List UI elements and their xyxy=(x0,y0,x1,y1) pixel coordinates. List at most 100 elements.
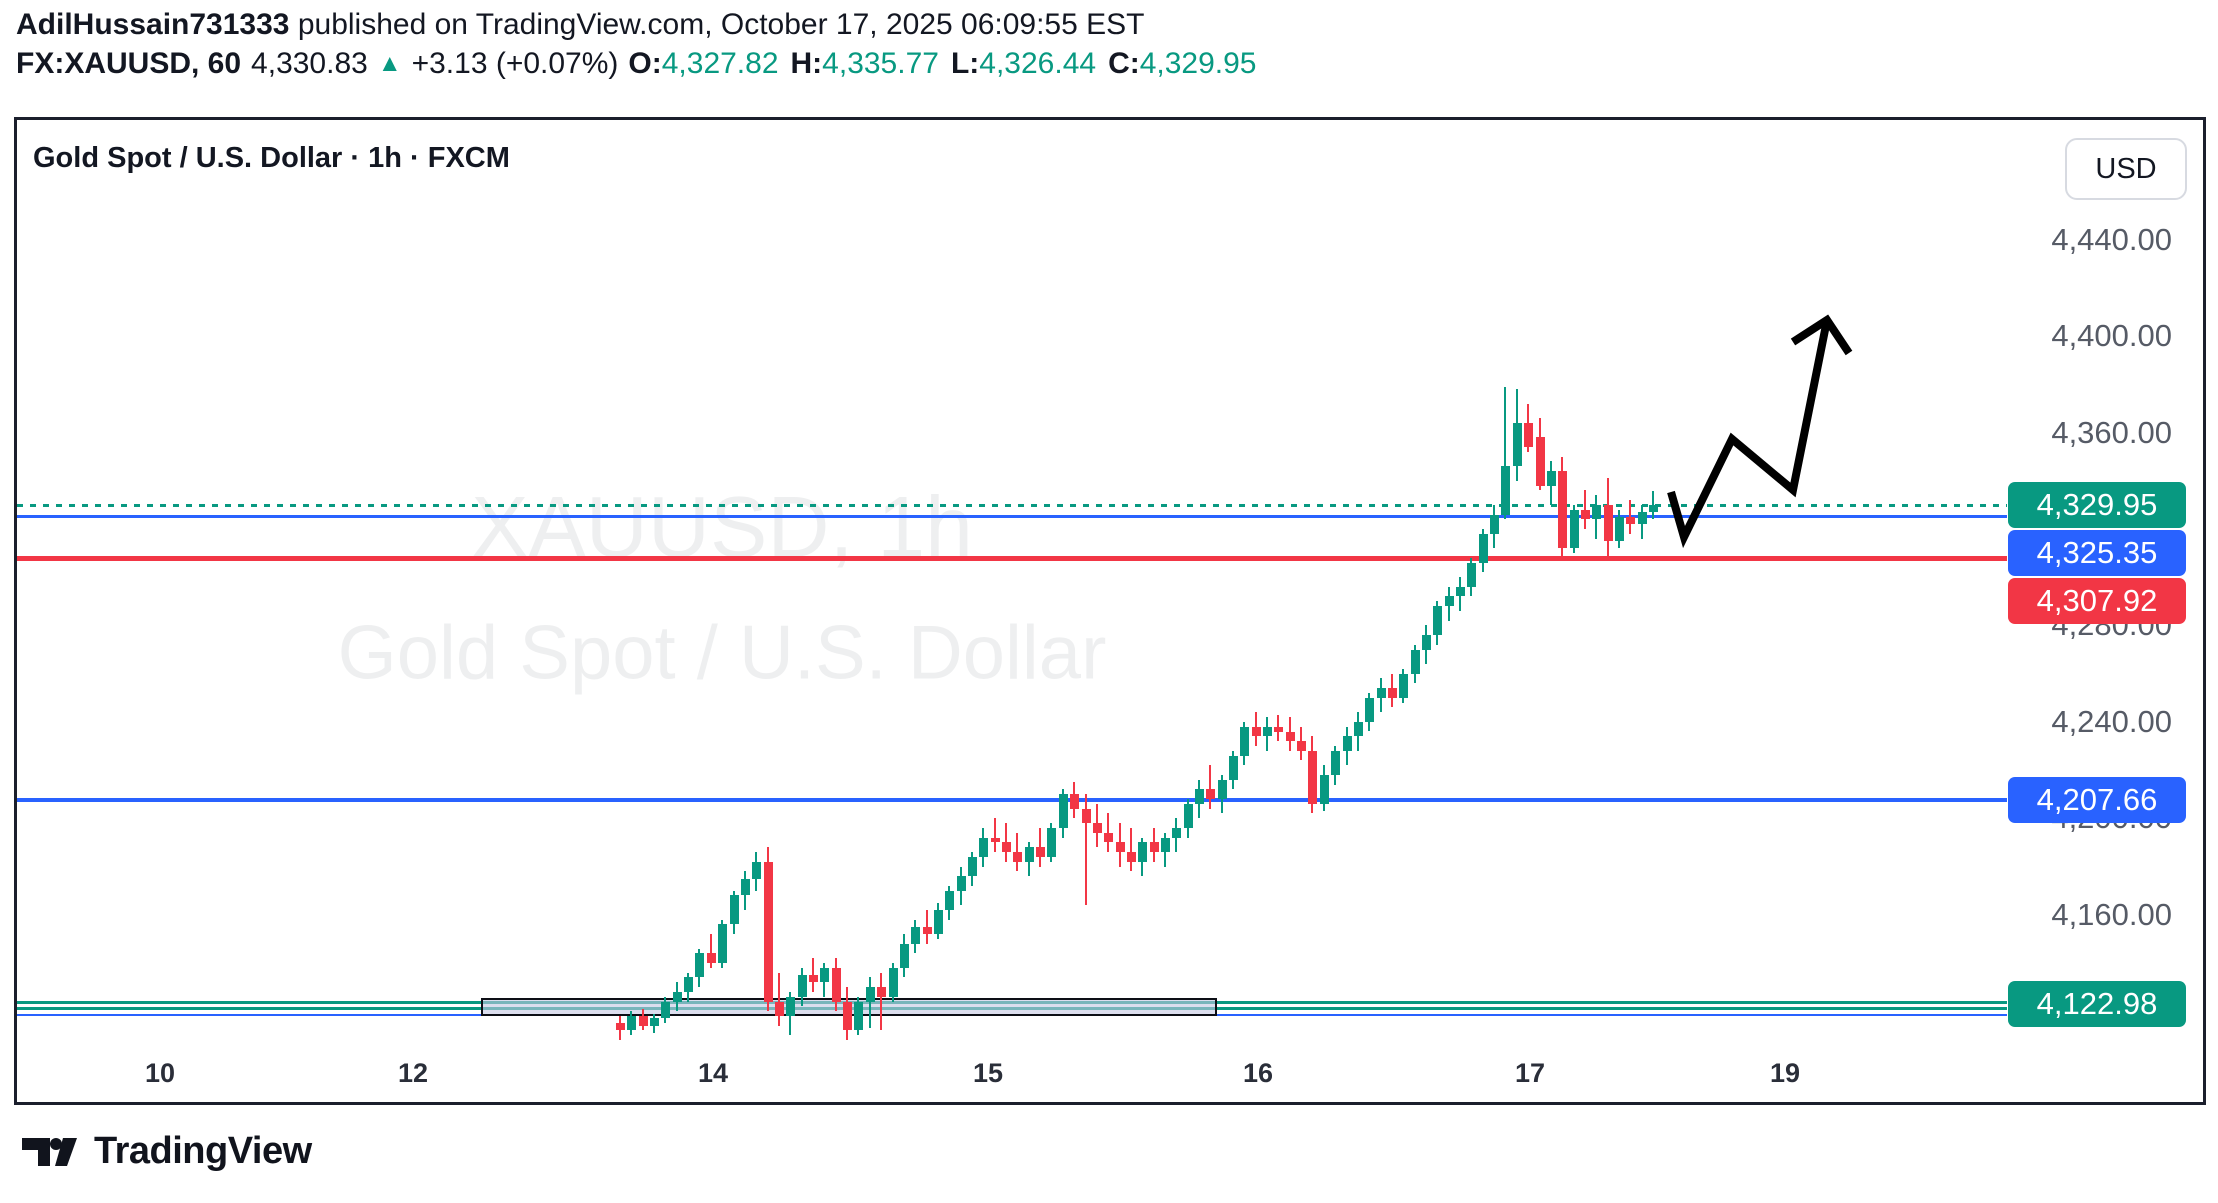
candle-body xyxy=(1228,755,1238,780)
x-axis-label[interactable]: 10 xyxy=(144,1058,176,1088)
publish-text: published on TradingView.com, October 17… xyxy=(289,8,1145,41)
candle-body xyxy=(808,975,818,983)
candle-wick xyxy=(869,977,871,1029)
candle-body xyxy=(615,1023,625,1031)
currency-button[interactable]: USD xyxy=(2065,138,2187,200)
candle-body xyxy=(1092,823,1102,833)
candle-body xyxy=(785,996,795,1016)
ohlc-value: 4,326.44 xyxy=(979,47,1097,80)
ticker-line: FX:XAUUSD, 60 4,330.83 ▲ +3.13 (+0.07%) … xyxy=(16,44,1257,86)
ohlc-label: O: xyxy=(628,47,662,80)
ohlc-value: 4,327.82 xyxy=(661,47,779,80)
candle-body xyxy=(831,967,841,1002)
candle-body xyxy=(1137,842,1147,862)
candle-wick xyxy=(1209,765,1211,809)
y-axis-label[interactable]: 4,400.00 xyxy=(2051,318,2172,354)
candle-wick xyxy=(710,934,712,968)
y-axis-label[interactable]: 4,440.00 xyxy=(2051,221,2172,257)
price-badge: 4,122.98 xyxy=(2008,981,2186,1027)
y-axis-label[interactable]: 4,160.00 xyxy=(2051,896,2172,932)
candle-body xyxy=(1217,779,1227,799)
blue-level-4207 xyxy=(17,797,2007,802)
price-badge: 4,207.66 xyxy=(2008,777,2186,823)
candle-body xyxy=(956,876,966,891)
candle-wick xyxy=(994,818,996,853)
x-axis-label[interactable]: 16 xyxy=(1242,1058,1274,1088)
candle-wick xyxy=(880,972,882,1031)
candle-body xyxy=(1307,750,1317,804)
candle-body xyxy=(967,856,977,877)
candle-body xyxy=(1194,789,1204,804)
x-axis-label[interactable]: 12 xyxy=(397,1058,429,1088)
candle-body xyxy=(672,991,682,1002)
candle-body xyxy=(1569,509,1579,549)
candle-body xyxy=(1512,422,1522,467)
candle-body xyxy=(922,926,932,935)
ohlc-item: H:4,335.77 xyxy=(791,44,939,84)
candle-body xyxy=(1603,504,1613,542)
ohlc-value: 4,335.77 xyxy=(822,47,939,80)
candle-body xyxy=(1115,842,1125,853)
candle-body xyxy=(1285,731,1295,742)
ohlc-label: C: xyxy=(1108,47,1140,80)
candle-body xyxy=(1387,688,1397,698)
candle-body xyxy=(978,837,988,857)
y-axis-label[interactable]: 4,240.00 xyxy=(2051,703,2172,739)
blue-level-4325 xyxy=(17,514,2007,518)
candle-body xyxy=(638,1016,648,1026)
chart-legend-title[interactable]: Gold Spot / U.S. Dollar · 1h · FXCM xyxy=(33,142,510,174)
candle-body xyxy=(1353,721,1363,737)
candle-body xyxy=(1330,750,1340,775)
ohlc-item: C:4,329.95 xyxy=(1108,44,1256,84)
candle-body xyxy=(1591,504,1601,520)
symbol-interval: FX:XAUUSD, 60 xyxy=(16,47,242,80)
candle-body xyxy=(1001,842,1011,853)
candle-body xyxy=(1205,789,1215,800)
chart-canvas[interactable]: XAUUSD, 1h Gold Spot / U.S. Dollar Gold … xyxy=(17,120,2203,1102)
candle-body xyxy=(763,861,773,1002)
candle-body xyxy=(1046,827,1056,857)
candle-body xyxy=(751,861,761,879)
price-badge: 4,325.35 xyxy=(2008,530,2186,576)
y-axis-label[interactable]: 4,360.00 xyxy=(2051,414,2172,450)
x-axis-label[interactable]: 14 xyxy=(697,1058,729,1088)
x-axis-label[interactable]: 17 xyxy=(1514,1058,1546,1088)
candle-body xyxy=(1637,512,1647,525)
candle-body xyxy=(1500,466,1510,515)
watermark-name: Gold Spot / U.S. Dollar xyxy=(337,610,1107,696)
candle-body xyxy=(1580,509,1590,520)
ohlc-label: H: xyxy=(790,47,823,80)
last-price: 4,330.83 xyxy=(251,47,368,80)
candle-body xyxy=(1625,516,1635,525)
candle-body xyxy=(1251,726,1261,737)
candle-body xyxy=(1319,774,1329,804)
candle-body xyxy=(1081,808,1091,824)
candle-body xyxy=(1149,842,1159,853)
candle-body xyxy=(729,895,739,925)
x-axis-label[interactable]: 15 xyxy=(972,1058,1004,1088)
ohlc-label: L: xyxy=(950,47,980,80)
candle-body xyxy=(706,953,716,963)
watermark-symbol: XAUUSD, 1h xyxy=(471,479,973,576)
candle-body xyxy=(1648,505,1658,513)
x-axis-label[interactable]: 19 xyxy=(1769,1058,1801,1088)
last-price-line xyxy=(17,503,2007,507)
candle-wick xyxy=(778,972,780,1026)
price-change: +3.13 (+0.07%) xyxy=(411,47,619,80)
candle-body xyxy=(853,1001,863,1031)
candle-body xyxy=(819,967,829,983)
candle-body xyxy=(1103,832,1113,843)
candle-body xyxy=(660,1001,670,1019)
candle-body xyxy=(1535,437,1545,486)
candle-body xyxy=(683,977,693,992)
candle-body xyxy=(842,1001,852,1031)
candle-body xyxy=(1478,533,1488,563)
ohlc-item: L:4,326.44 xyxy=(951,44,1096,84)
candle-body xyxy=(990,837,1000,843)
candle-body xyxy=(1262,726,1272,737)
candle-body xyxy=(740,878,750,896)
chart-frame: XAUUSD, 1h Gold Spot / U.S. Dollar Gold … xyxy=(14,117,2206,1105)
candle-body xyxy=(1546,471,1556,486)
ohlc-values: O:4,327.82 H:4,335.77 L:4,326.44 C:4,329.95 xyxy=(628,44,1256,84)
candle-body xyxy=(1614,516,1624,542)
